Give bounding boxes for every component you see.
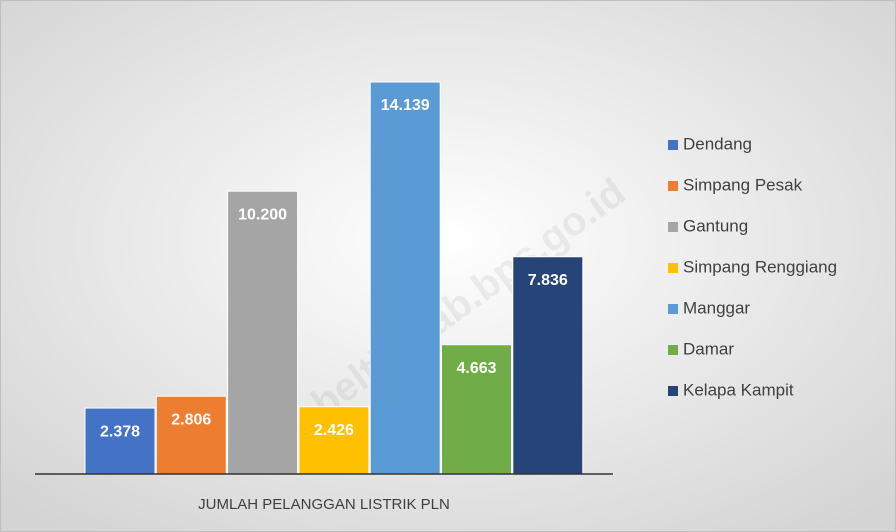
legend-swatch — [668, 304, 678, 314]
legend-label: Kelapa Kampit — [683, 380, 794, 399]
legend-label: Damar — [683, 339, 734, 358]
data-label: 7.836 — [528, 272, 568, 289]
data-label: 10.200 — [238, 206, 287, 223]
legend-swatch — [668, 222, 678, 232]
legend-swatch — [668, 263, 678, 273]
bar — [512, 256, 584, 475]
bar — [298, 406, 370, 475]
x-tick-label: JUMLAH PELANGGAN LISTRIK PLN — [198, 496, 450, 513]
legend-swatch — [668, 386, 678, 396]
bar — [441, 344, 512, 475]
legend-label: Manggar — [683, 298, 750, 317]
data-label: 4.663 — [456, 360, 496, 377]
data-label: 2.378 — [100, 423, 140, 440]
legend-swatch — [668, 140, 678, 150]
bar — [84, 407, 156, 475]
data-label: 2.426 — [314, 422, 354, 439]
legend-label: Simpang Pesak — [683, 175, 803, 194]
legend-label: Simpang Renggiang — [683, 257, 837, 276]
legend-label: Gantung — [683, 216, 748, 235]
bar — [227, 190, 299, 475]
data-label: 2.806 — [171, 411, 211, 428]
legend-label: Dendang — [683, 134, 752, 153]
bar — [155, 395, 227, 475]
legend-swatch — [668, 181, 678, 191]
legend-swatch — [668, 345, 678, 355]
bar — [369, 81, 441, 475]
data-label: 14.139 — [381, 97, 430, 114]
